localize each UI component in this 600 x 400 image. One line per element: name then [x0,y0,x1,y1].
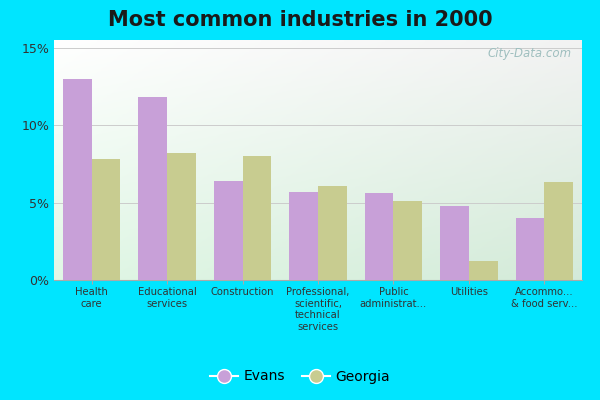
Bar [167,153,196,280]
Bar [394,201,422,280]
Text: Most common industries in 2000: Most common industries in 2000 [107,10,493,30]
Bar [139,97,167,280]
Text: City-Data.com: City-Data.com [487,47,571,60]
Bar [469,262,497,280]
Bar [318,186,347,280]
Bar [515,218,544,280]
Legend: Evans, Georgia: Evans, Georgia [205,364,395,389]
Bar [544,182,573,280]
Bar [440,206,469,280]
Bar [365,193,394,280]
Bar [63,79,92,280]
Bar [289,192,318,280]
Bar [214,181,242,280]
Bar [242,156,271,280]
Bar [92,159,121,280]
